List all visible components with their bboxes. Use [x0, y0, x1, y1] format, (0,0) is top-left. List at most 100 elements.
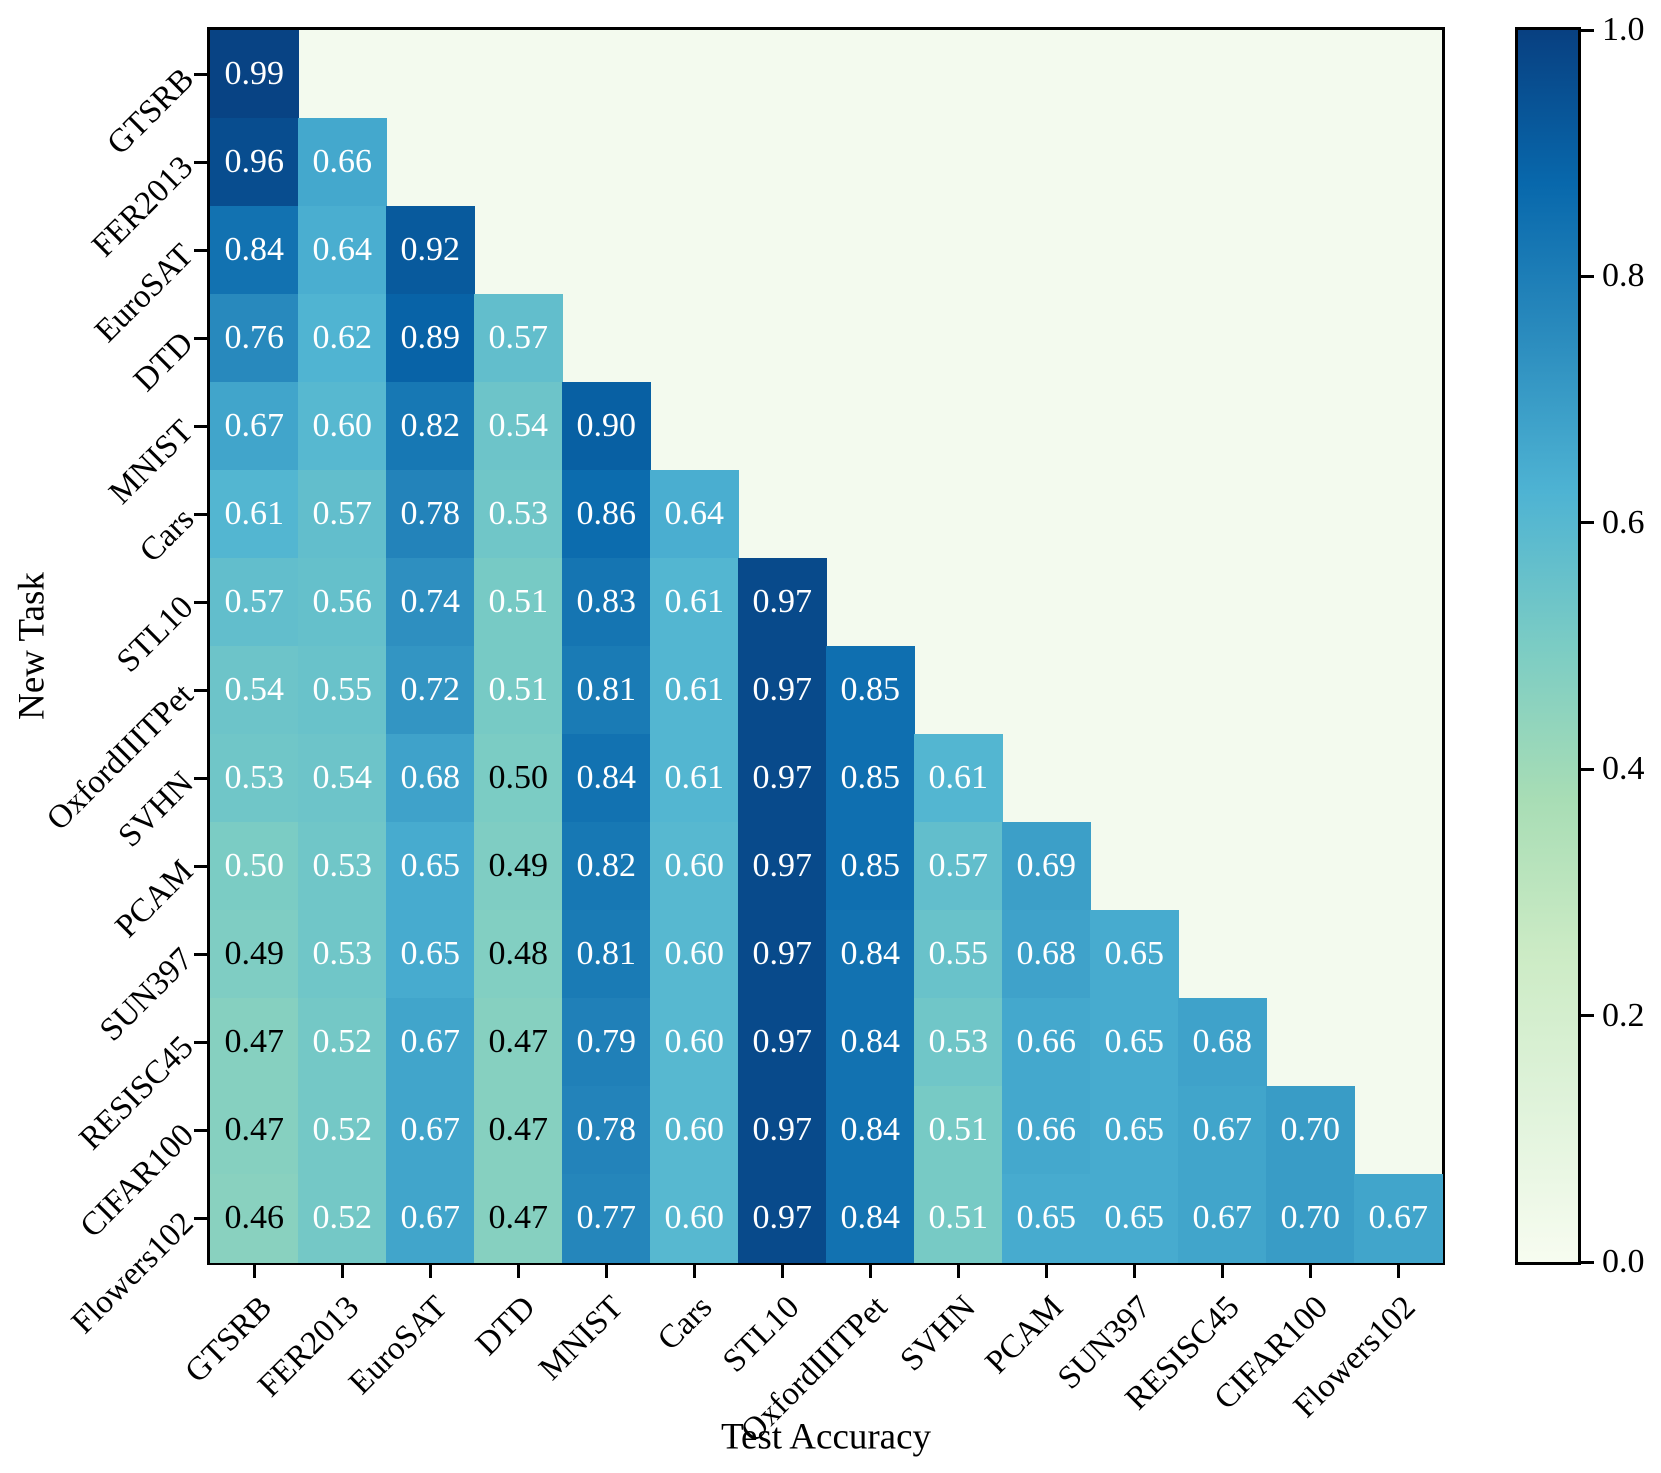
heatmap-cell-value: 0.68 [1016, 935, 1077, 973]
heatmap-cell-Flowers102-CIFAR100: 0.70 [1266, 1174, 1355, 1263]
heatmap-cell-value: 0.86 [576, 495, 637, 533]
heatmap-cell-DTD-DTD: 0.57 [474, 294, 563, 383]
heatmap-cell-Flowers102-RESISC45: 0.67 [1178, 1174, 1267, 1263]
heatmap-cell-SVHN-SVHN: 0.61 [914, 734, 1003, 823]
heatmap-cell-OxfordIIITPet-GTSRB: 0.54 [210, 646, 299, 735]
heatmap-cell-Flowers102-MNIST: 0.77 [562, 1174, 651, 1263]
colorbar-tick-label-0.8: 0.8 [1602, 257, 1645, 295]
heatmap-cell-value: 0.84 [224, 231, 285, 269]
heatmap-cell-GTSRB-GTSRB: 0.99 [210, 30, 299, 119]
heatmap-cell-SVHN-EuroSAT: 0.68 [386, 734, 475, 823]
y-axis-tick [194, 512, 207, 516]
heatmap-cell-value: 0.57 [928, 847, 989, 885]
heatmap-cell-PCAM-STL10: 0.97 [738, 822, 827, 911]
heatmap-cell-value: 0.50 [224, 847, 285, 885]
heatmap-cell-SUN397-SUN397: 0.65 [1090, 910, 1179, 999]
heatmap-cell-CIFAR100-STL10: 0.97 [738, 1086, 827, 1175]
x-axis-title: Test Accuracy [720, 1416, 932, 1458]
y-tick-label-STL10: STL10 [110, 589, 201, 680]
heatmap-cell-Flowers102-OxfordIIITPet: 0.84 [826, 1174, 915, 1263]
heatmap-cell-value: 0.54 [224, 671, 285, 709]
y-axis-tick [194, 248, 207, 252]
heatmap-cell-OxfordIIITPet-FER2013: 0.55 [298, 646, 387, 735]
colorbar-tick-label-1.0: 1.0 [1602, 11, 1645, 48]
heatmap-cell-RESISC45-SUN397: 0.65 [1090, 998, 1179, 1087]
heatmap-cell-OxfordIIITPet-STL10: 0.97 [738, 646, 827, 735]
x-tick-label-EuroSAT: EuroSAT [342, 1289, 455, 1402]
heatmap-cell-STL10-FER2013: 0.56 [298, 558, 387, 647]
heatmap-cell-value: 0.60 [312, 407, 373, 445]
heatmap-plot-area: 0.99 0.96 0.66 0.84 0.64 0.92 0.76 0.62 0.89 0.57… [207, 27, 1445, 1265]
heatmap-cell-value: 0.97 [752, 847, 813, 885]
heatmap-cell-value: 0.47 [488, 1199, 549, 1237]
heatmap-cell-PCAM-GTSRB: 0.50 [210, 822, 299, 911]
heatmap-cell-value: 0.97 [752, 583, 813, 621]
heatmap-cell-value: 0.78 [576, 1111, 637, 1149]
x-tick-label-SVHN: SVHN [893, 1289, 983, 1379]
heatmap-cell-PCAM-MNIST: 0.82 [562, 822, 651, 911]
x-tick-label-DTD: DTD [469, 1289, 543, 1363]
heatmap-cell-value: 0.70 [1280, 1111, 1341, 1149]
y-tick-label-DTD: DTD [127, 325, 201, 399]
heatmap-cell-value: 0.81 [576, 671, 637, 709]
x-axis-tick [780, 1265, 784, 1278]
heatmap-cell-value: 0.74 [400, 583, 461, 621]
heatmap-cell-value: 0.65 [1104, 935, 1165, 973]
heatmap-cell-value: 0.89 [400, 319, 461, 357]
heatmap-cell-value: 0.49 [488, 847, 549, 885]
x-axis-tick [252, 1265, 256, 1278]
x-axis-tick [1044, 1265, 1048, 1278]
heatmap-cell-RESISC45-DTD: 0.47 [474, 998, 563, 1087]
heatmap-cell-value: 0.97 [752, 1111, 813, 1149]
heatmap-cell-SVHN-STL10: 0.97 [738, 734, 827, 823]
heatmap-cell-value: 0.68 [1192, 1023, 1253, 1061]
heatmap-cell-value: 0.61 [224, 495, 285, 533]
heatmap-cell-value: 0.54 [488, 407, 549, 445]
x-tick-label-MNIST: MNIST [532, 1289, 631, 1388]
heatmap-cell-value: 0.66 [1016, 1023, 1077, 1061]
x-axis-tick [604, 1265, 608, 1278]
heatmap-cell-SUN397-FER2013: 0.53 [298, 910, 387, 999]
heatmap-cell-DTD-FER2013: 0.62 [298, 294, 387, 383]
heatmap-cell-Cars-FER2013: 0.57 [298, 470, 387, 559]
heatmap-cell-SVHN-MNIST: 0.84 [562, 734, 651, 823]
heatmap-cell-RESISC45-SVHN: 0.53 [914, 998, 1003, 1087]
heatmap-cell-Flowers102-DTD: 0.47 [474, 1174, 563, 1263]
heatmap-cell-SUN397-GTSRB: 0.49 [210, 910, 299, 999]
heatmap-cell-Flowers102-EuroSAT: 0.67 [386, 1174, 475, 1263]
heatmap-cell-MNIST-EuroSAT: 0.82 [386, 382, 475, 471]
x-axis-tick [428, 1265, 432, 1278]
heatmap-cell-value: 0.51 [488, 583, 549, 621]
heatmap-cell-value: 0.81 [576, 935, 637, 973]
heatmap-cell-Cars-Cars: 0.64 [650, 470, 739, 559]
y-axis-tick [194, 864, 207, 868]
heatmap-cell-MNIST-GTSRB: 0.67 [210, 382, 299, 471]
y-axis-tick [194, 1128, 207, 1132]
heatmap-cell-DTD-GTSRB: 0.76 [210, 294, 299, 383]
x-axis-tick [516, 1265, 520, 1278]
heatmap-cell-value: 0.79 [576, 1023, 637, 1061]
heatmap-cell-value: 0.60 [664, 1111, 725, 1149]
heatmap-cell-OxfordIIITPet-OxfordIIITPet: 0.85 [826, 646, 915, 735]
y-axis-tick [194, 424, 207, 428]
heatmap-cell-STL10-EuroSAT: 0.74 [386, 558, 475, 647]
heatmap-cell-SUN397-SVHN: 0.55 [914, 910, 1003, 999]
heatmap-cell-value: 0.60 [664, 1023, 725, 1061]
heatmap-cell-Flowers102-SUN397: 0.65 [1090, 1174, 1179, 1263]
heatmap-cell-EuroSAT-EuroSAT: 0.92 [386, 206, 475, 295]
heatmap-cell-SUN397-EuroSAT: 0.65 [386, 910, 475, 999]
heatmap-cell-value: 0.64 [312, 231, 373, 269]
heatmap-cell-EuroSAT-FER2013: 0.64 [298, 206, 387, 295]
colorbar-tick [1581, 1260, 1594, 1264]
heatmap-cell-PCAM-OxfordIIITPet: 0.85 [826, 822, 915, 911]
heatmap-cell-CIFAR100-FER2013: 0.52 [298, 1086, 387, 1175]
heatmap-cell-CIFAR100-OxfordIIITPet: 0.84 [826, 1086, 915, 1175]
heatmap-cell-value: 0.67 [400, 1199, 461, 1237]
heatmap-cell-value: 0.50 [488, 759, 549, 797]
heatmap-cell-value: 0.61 [664, 759, 725, 797]
y-axis-tick [194, 336, 207, 340]
heatmap-cell-PCAM-FER2013: 0.53 [298, 822, 387, 911]
heatmap-cell-CIFAR100-SVHN: 0.51 [914, 1086, 1003, 1175]
heatmap-cell-SVHN-Cars: 0.61 [650, 734, 739, 823]
heatmap-cell-value: 0.54 [312, 759, 373, 797]
